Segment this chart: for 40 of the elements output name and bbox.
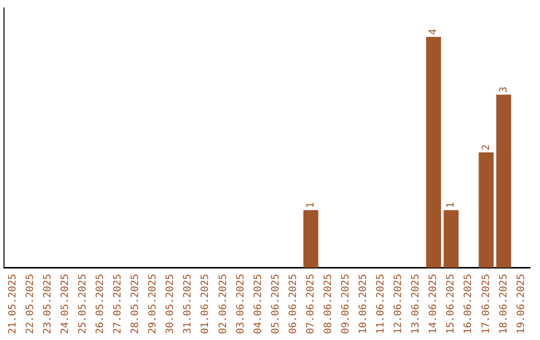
bar xyxy=(444,210,459,268)
data-label: 2 xyxy=(480,144,492,150)
bar xyxy=(426,36,442,268)
data-label: 1 xyxy=(305,202,316,208)
x-tick-label: 18.06.2025 xyxy=(498,274,510,334)
x-tick-label: 25.05.2025 xyxy=(77,274,88,334)
x-tick-label: 04.06.2025 xyxy=(252,274,264,334)
data-label: 4 xyxy=(428,28,440,35)
x-tick-label: 16.06.2025 xyxy=(463,274,474,334)
x-tick-label: 21.05.2025 xyxy=(7,274,18,334)
x-tick-label: 27.05.2025 xyxy=(112,274,124,334)
x-tick-label: 19.06.2025 xyxy=(516,274,527,334)
x-tick-label: 28.05.2025 xyxy=(130,274,142,334)
x-tick-label: 26.05.2025 xyxy=(95,274,106,334)
bar xyxy=(496,94,512,268)
x-tick-label: 14.06.2025 xyxy=(428,274,440,334)
x-tick-label: 15.06.2025 xyxy=(446,274,457,334)
bar xyxy=(303,210,318,268)
x-tick-label: 22.05.2025 xyxy=(24,274,36,334)
x-tick-label: 24.05.2025 xyxy=(60,274,71,334)
data-label: 3 xyxy=(498,86,510,93)
x-tick-label: 29.05.2025 xyxy=(148,274,159,334)
x-tick-label: 30.05.2025 xyxy=(165,274,176,334)
x-tick-label: 11.06.2025 xyxy=(376,274,387,334)
x-tick-label: 03.06.2025 xyxy=(235,274,246,334)
x-tick-label: 13.06.2025 xyxy=(410,274,422,334)
data-label: 1 xyxy=(446,202,457,208)
x-tick-label: 09.06.2025 xyxy=(340,274,352,334)
x-tick-label: 31.05.2025 xyxy=(182,274,194,334)
x-tick-label: 10.06.2025 xyxy=(358,274,370,334)
bar xyxy=(478,152,494,268)
x-tick-label: 01.06.2025 xyxy=(200,274,212,334)
x-tick-label: 02.06.2025 xyxy=(218,274,229,334)
x-tick-label: 07.06.2025 xyxy=(305,274,316,334)
x-tick-label: 08.06.2025 xyxy=(322,274,334,334)
x-tick-label: 06.06.2025 xyxy=(288,274,299,334)
x-tick-label: 12.06.2025 xyxy=(393,274,404,334)
x-tick-label: 23.05.2025 xyxy=(42,274,54,334)
x-tick-label: 05.06.2025 xyxy=(270,274,282,334)
x-tick-label: 17.06.2025 xyxy=(480,274,492,334)
